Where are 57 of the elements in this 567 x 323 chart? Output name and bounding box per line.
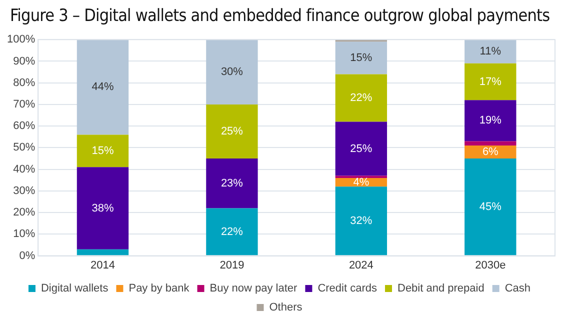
bar <box>76 40 129 135</box>
bar <box>464 100 516 142</box>
legend-label: Others <box>269 302 303 314</box>
data-label: 38% <box>92 202 114 214</box>
data-label: 22% <box>220 226 244 238</box>
bar <box>206 208 258 256</box>
bar <box>206 104 258 159</box>
data-label: 15% <box>92 144 114 157</box>
legend-label: Credit cards <box>318 282 378 295</box>
data-label: 25% <box>220 126 244 138</box>
chart-title: Figure 3 – Digital wallets and embedded finance outgrow global payments <box>10 6 550 26</box>
x-tick-label: 2024 <box>348 259 374 272</box>
bar <box>335 122 388 176</box>
data-label: 19% <box>479 114 502 127</box>
y-tick-label: 80% <box>13 76 36 89</box>
bar <box>206 158 258 208</box>
y-tick-label: 60% <box>13 120 36 132</box>
data-label: 32% <box>350 214 372 227</box>
y-tick-label: 40% <box>13 163 36 176</box>
bar <box>76 167 129 250</box>
legend-label: Pay by bank <box>128 282 190 295</box>
bar <box>464 158 516 256</box>
data-label: 11% <box>480 46 502 58</box>
bar <box>206 40 258 104</box>
data-label: 23% <box>220 177 244 190</box>
bar <box>464 63 516 100</box>
x-tick-label: 2030e <box>475 259 506 272</box>
bar <box>335 42 388 74</box>
data-label: 45% <box>479 200 502 213</box>
y-tick-label: 20% <box>13 206 36 219</box>
y-tick-label: 100% <box>6 34 36 46</box>
legend-label: Debit and prepaid <box>398 282 484 295</box>
x-tick-label: 2014 <box>90 259 115 272</box>
data-label: 15% <box>350 52 372 64</box>
x-tick-label: 2019 <box>220 259 244 272</box>
legend-label: Buy now pay later <box>210 282 298 295</box>
y-tick-label: 0% <box>19 250 36 262</box>
data-label: 30% <box>220 66 244 78</box>
data-label: 44% <box>92 81 114 94</box>
data-label: 17% <box>479 76 502 88</box>
y-tick-label: 10% <box>13 228 36 240</box>
y-tick-label: 50% <box>13 142 36 154</box>
data-label: 25% <box>350 142 372 155</box>
bar <box>335 74 388 122</box>
legend-label: Digital wallets <box>40 282 109 295</box>
bar <box>76 249 129 256</box>
bar <box>335 186 388 256</box>
y-tick-label: 90% <box>13 55 36 68</box>
data-label: 22% <box>350 92 372 104</box>
y-tick-label: 70% <box>13 98 36 110</box>
bar <box>76 134 129 168</box>
y-tick-label: 30% <box>13 184 36 197</box>
data-label: 4% <box>353 176 370 188</box>
bar <box>464 40 516 64</box>
legend-label: Cash <box>504 282 531 295</box>
bar <box>464 141 516 146</box>
data-label: 6% <box>482 146 499 158</box>
